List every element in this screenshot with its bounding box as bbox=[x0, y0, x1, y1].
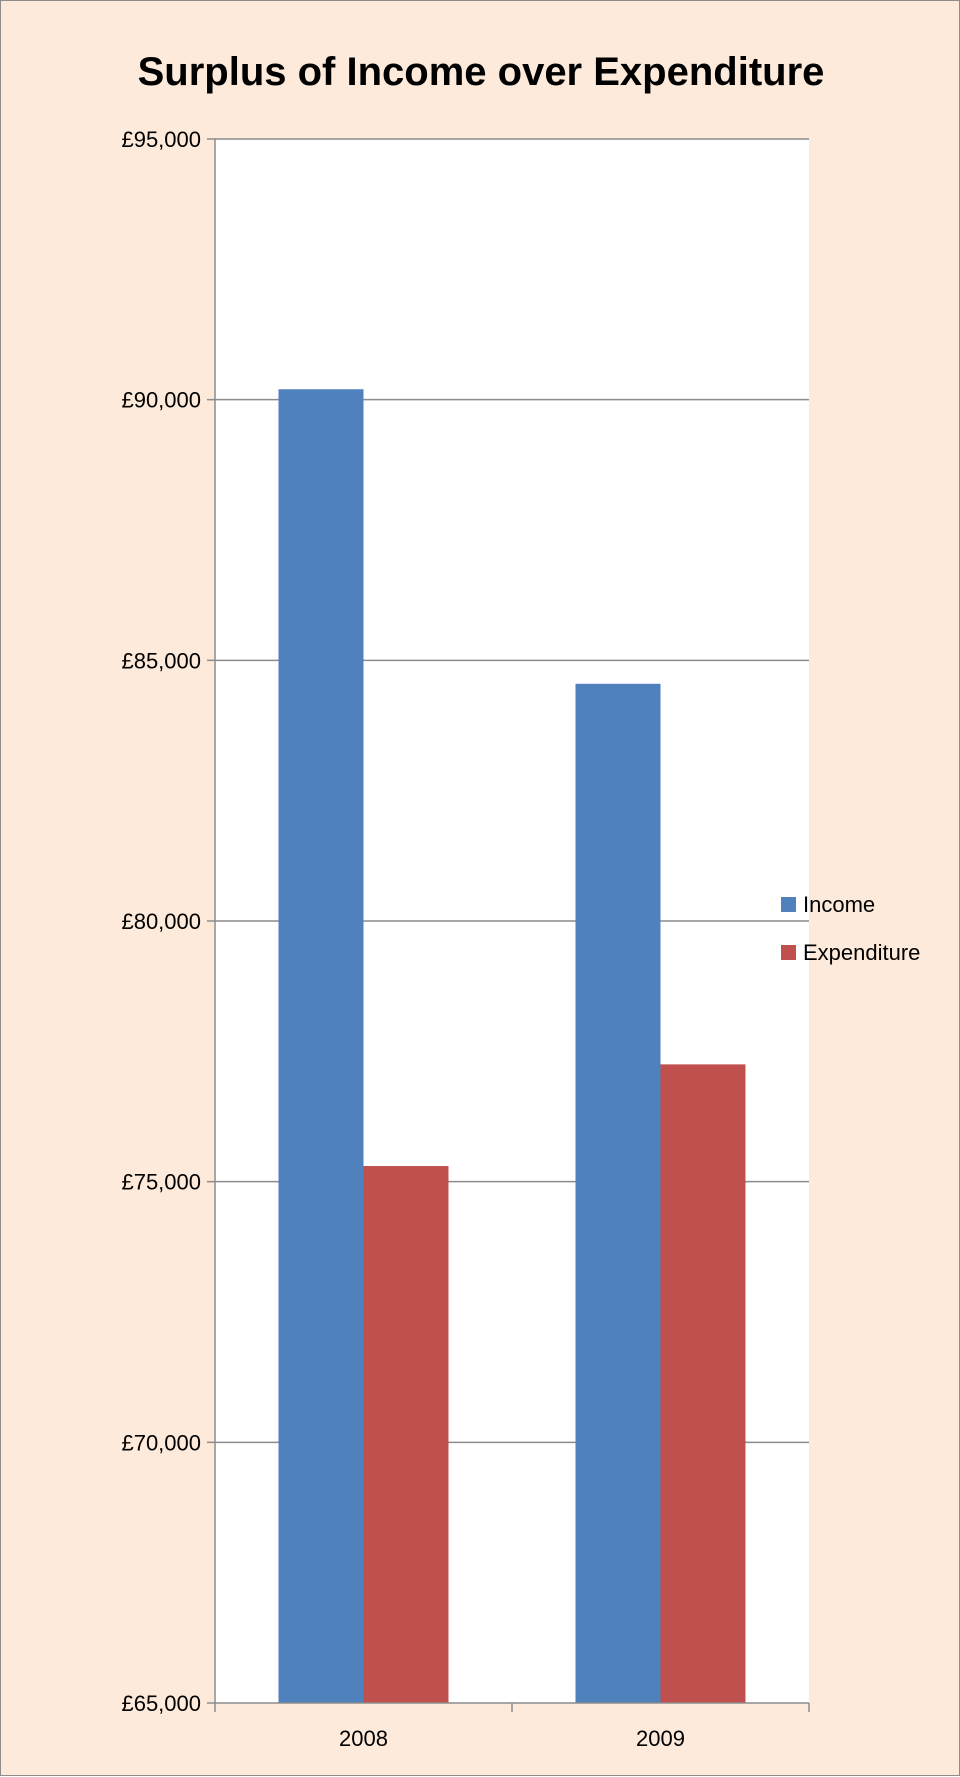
bar-income-2009 bbox=[575, 683, 661, 1703]
bar-income-2008 bbox=[278, 389, 364, 1703]
x-tick-label: 2008 bbox=[339, 1726, 388, 1751]
legend-label-income: Income bbox=[803, 892, 875, 917]
y-tick-label: £70,000 bbox=[121, 1430, 201, 1455]
legend: Income Expenditure bbox=[781, 892, 920, 965]
y-tick-label: £85,000 bbox=[121, 648, 201, 673]
axes bbox=[207, 138, 810, 1712]
bar-expenditure-2008 bbox=[363, 1166, 449, 1703]
y-tick-label: £95,000 bbox=[121, 127, 201, 152]
y-tick-labels: £65,000 £70,000 £75,000 £80,000 £85,000 £90,0… bbox=[121, 127, 201, 1716]
legend-swatch-income bbox=[781, 897, 796, 912]
y-tick-label: £65,000 bbox=[121, 1691, 201, 1716]
x-tick-labels: 2008 2009 bbox=[339, 1726, 685, 1751]
y-tick-label: £75,000 bbox=[121, 1170, 201, 1195]
legend-swatch-expenditure bbox=[781, 945, 796, 960]
y-tick-label: £80,000 bbox=[121, 909, 201, 934]
x-tick-label: 2009 bbox=[636, 1726, 685, 1751]
y-tick-label: £90,000 bbox=[121, 388, 201, 413]
bars bbox=[278, 389, 746, 1703]
chart-title: Surplus of Income over Expenditure bbox=[138, 50, 825, 94]
bar-expenditure-2009 bbox=[660, 1064, 746, 1703]
legend-label-expenditure: Expenditure bbox=[803, 940, 920, 965]
